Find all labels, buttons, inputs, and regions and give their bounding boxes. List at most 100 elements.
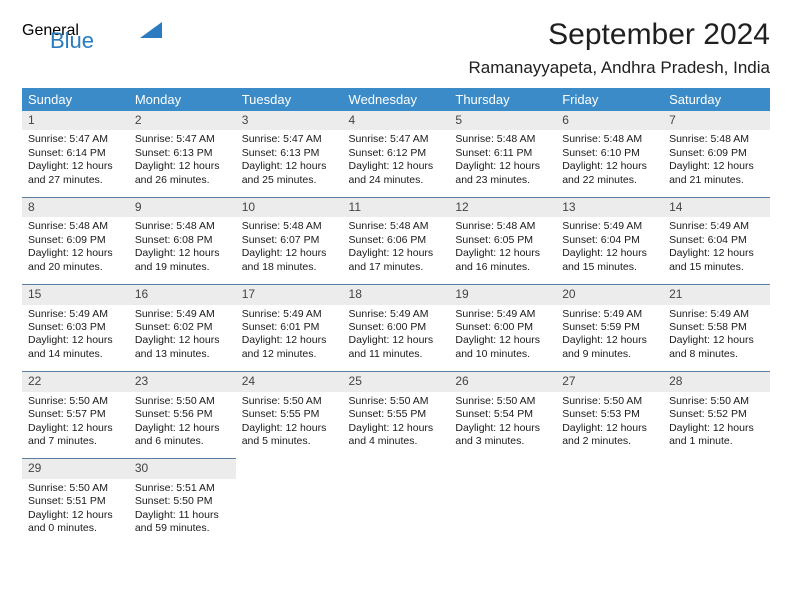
calendar-cell: 18Sunrise: 5:49 AMSunset: 6:00 PMDayligh… [343,284,450,371]
day-body: Sunrise: 5:50 AMSunset: 5:52 PMDaylight:… [663,392,770,459]
daylight-text: Daylight: 12 hours [28,422,123,435]
sunrise-text: Sunrise: 5:48 AM [349,220,444,233]
sunrise-text: Sunrise: 5:49 AM [242,308,337,321]
sunrise-text: Sunrise: 5:47 AM [135,133,230,146]
day-number: 7 [663,111,770,130]
daylight-text: and 24 minutes. [349,174,444,187]
day-number: 16 [129,284,236,304]
sunset-text: Sunset: 6:05 PM [455,234,550,247]
sunset-text: Sunset: 6:04 PM [669,234,764,247]
calendar-cell: 19Sunrise: 5:49 AMSunset: 6:00 PMDayligh… [449,284,556,371]
sunset-text: Sunset: 5:50 PM [135,495,230,508]
weekday-monday: Monday [129,88,236,111]
calendar-cell: 27Sunrise: 5:50 AMSunset: 5:53 PMDayligh… [556,371,663,458]
day-number: 9 [129,197,236,217]
daylight-text: and 17 minutes. [349,261,444,274]
sunrise-text: Sunrise: 5:49 AM [669,308,764,321]
day-number: 17 [236,284,343,304]
daylight-text: and 5 minutes. [242,435,337,448]
daylight-text: and 0 minutes. [28,522,123,535]
daylight-text: Daylight: 12 hours [242,334,337,347]
calendar-row: 15Sunrise: 5:49 AMSunset: 6:03 PMDayligh… [22,284,770,371]
location: Ramanayyapeta, Andhra Pradesh, India [469,58,770,78]
calendar-cell: 9Sunrise: 5:48 AMSunset: 6:08 PMDaylight… [129,197,236,284]
daylight-text: Daylight: 12 hours [242,422,337,435]
weekday-saturday: Saturday [663,88,770,111]
day-number: 6 [556,111,663,130]
day-number: 26 [449,371,556,391]
sunset-text: Sunset: 5:56 PM [135,408,230,421]
calendar-row: 29Sunrise: 5:50 AMSunset: 5:51 PMDayligh… [22,458,770,545]
calendar-cell: 30Sunrise: 5:51 AMSunset: 5:50 PMDayligh… [129,458,236,545]
daylight-text: Daylight: 12 hours [669,334,764,347]
daylight-text: and 12 minutes. [242,348,337,361]
calendar-cell: 20Sunrise: 5:49 AMSunset: 5:59 PMDayligh… [556,284,663,371]
sunrise-text: Sunrise: 5:49 AM [562,308,657,321]
calendar-cell [236,458,343,545]
calendar-cell: 23Sunrise: 5:50 AMSunset: 5:56 PMDayligh… [129,371,236,458]
sunrise-text: Sunrise: 5:50 AM [455,395,550,408]
daylight-text: Daylight: 12 hours [135,160,230,173]
daylight-text: and 59 minutes. [135,522,230,535]
sunrise-text: Sunrise: 5:49 AM [135,308,230,321]
day-number: 8 [22,197,129,217]
day-body: Sunrise: 5:49 AMSunset: 6:00 PMDaylight:… [343,305,450,372]
day-body: Sunrise: 5:49 AMSunset: 6:04 PMDaylight:… [663,217,770,284]
sunset-text: Sunset: 6:10 PM [562,147,657,160]
sunset-text: Sunset: 6:04 PM [562,234,657,247]
daylight-text: and 2 minutes. [562,435,657,448]
calendar-cell: 1Sunrise: 5:47 AMSunset: 6:14 PMDaylight… [22,111,129,197]
daylight-text: Daylight: 12 hours [455,422,550,435]
day-body: Sunrise: 5:49 AMSunset: 5:59 PMDaylight:… [556,305,663,372]
daylight-text: and 25 minutes. [242,174,337,187]
day-body: Sunrise: 5:50 AMSunset: 5:57 PMDaylight:… [22,392,129,459]
calendar-cell: 6Sunrise: 5:48 AMSunset: 6:10 PMDaylight… [556,111,663,197]
calendar-cell: 4Sunrise: 5:47 AMSunset: 6:12 PMDaylight… [343,111,450,197]
calendar-cell: 14Sunrise: 5:49 AMSunset: 6:04 PMDayligh… [663,197,770,284]
day-number: 4 [343,111,450,130]
weekday-thursday: Thursday [449,88,556,111]
calendar-cell: 12Sunrise: 5:48 AMSunset: 6:05 PMDayligh… [449,197,556,284]
calendar-cell: 25Sunrise: 5:50 AMSunset: 5:55 PMDayligh… [343,371,450,458]
calendar-cell: 16Sunrise: 5:49 AMSunset: 6:02 PMDayligh… [129,284,236,371]
day-number: 27 [556,371,663,391]
daylight-text: Daylight: 12 hours [455,160,550,173]
day-number: 3 [236,111,343,130]
daylight-text: and 11 minutes. [349,348,444,361]
day-body: Sunrise: 5:49 AMSunset: 6:01 PMDaylight:… [236,305,343,372]
weekday-header-row: Sunday Monday Tuesday Wednesday Thursday… [22,88,770,111]
day-number: 24 [236,371,343,391]
day-number: 15 [22,284,129,304]
sunrise-text: Sunrise: 5:48 AM [455,220,550,233]
daylight-text: and 22 minutes. [562,174,657,187]
sunrise-text: Sunrise: 5:50 AM [349,395,444,408]
day-number: 18 [343,284,450,304]
day-body: Sunrise: 5:48 AMSunset: 6:08 PMDaylight:… [129,217,236,284]
day-body: Sunrise: 5:48 AMSunset: 6:07 PMDaylight:… [236,217,343,284]
daylight-text: Daylight: 12 hours [669,422,764,435]
day-number: 20 [556,284,663,304]
calendar-cell: 5Sunrise: 5:48 AMSunset: 6:11 PMDaylight… [449,111,556,197]
sunset-text: Sunset: 5:55 PM [242,408,337,421]
sunrise-text: Sunrise: 5:51 AM [135,482,230,495]
sunrise-text: Sunrise: 5:48 AM [28,220,123,233]
daylight-text: and 14 minutes. [28,348,123,361]
daylight-text: Daylight: 12 hours [28,509,123,522]
daylight-text: and 15 minutes. [669,261,764,274]
daylight-text: Daylight: 12 hours [135,247,230,260]
day-number: 22 [22,371,129,391]
sunset-text: Sunset: 5:51 PM [28,495,123,508]
daylight-text: Daylight: 12 hours [349,334,444,347]
daylight-text: and 27 minutes. [28,174,123,187]
logo-blue: Blue [50,32,94,51]
daylight-text: Daylight: 12 hours [135,422,230,435]
day-number: 14 [663,197,770,217]
calendar-cell: 2Sunrise: 5:47 AMSunset: 6:13 PMDaylight… [129,111,236,197]
calendar-cell: 8Sunrise: 5:48 AMSunset: 6:09 PMDaylight… [22,197,129,284]
daylight-text: and 1 minute. [669,435,764,448]
day-number: 10 [236,197,343,217]
sunset-text: Sunset: 5:54 PM [455,408,550,421]
sunrise-text: Sunrise: 5:48 AM [135,220,230,233]
daylight-text: Daylight: 12 hours [455,247,550,260]
day-body: Sunrise: 5:48 AMSunset: 6:05 PMDaylight:… [449,217,556,284]
